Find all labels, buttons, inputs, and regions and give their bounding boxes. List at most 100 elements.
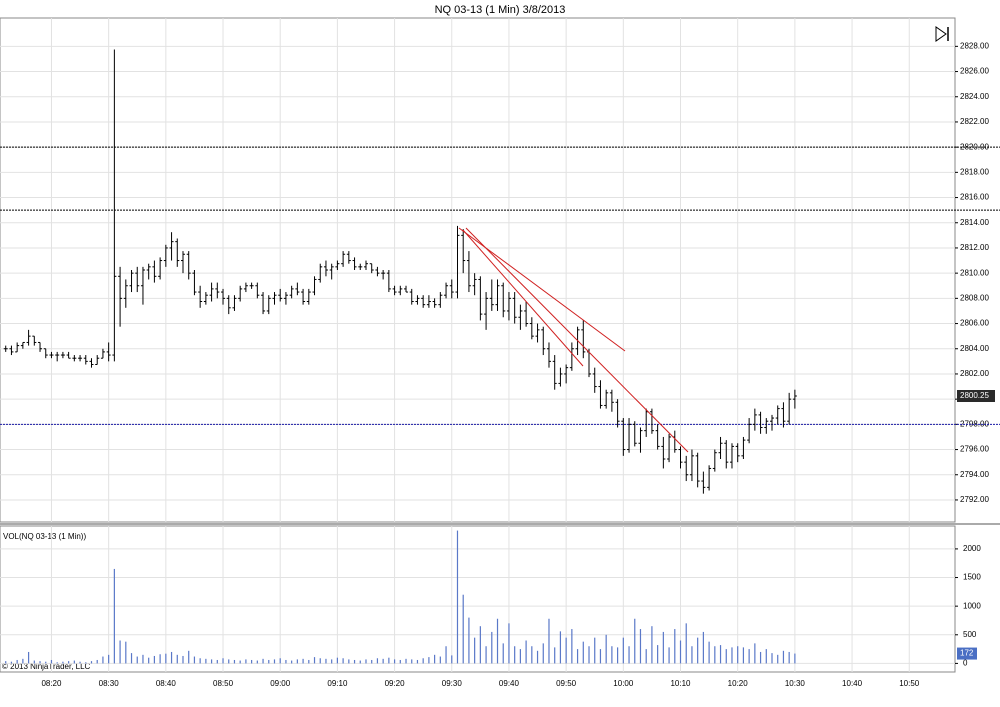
last-volume-label: 172: [960, 649, 974, 658]
volume-bar: [251, 659, 253, 664]
volume-bar: [256, 660, 258, 664]
last-price-label: 2800.25: [960, 391, 989, 400]
last-price-box: [957, 390, 995, 402]
volume-bar: [725, 649, 727, 664]
volume-bar: [645, 649, 647, 664]
volume-bar: [130, 653, 133, 664]
y-tick-label: 2804.00: [960, 344, 989, 353]
price-panel: [0, 17, 956, 523]
x-tick-label: 10:10: [670, 679, 691, 688]
volume-bar: [576, 649, 579, 664]
y-tick-label: 2818.00: [960, 167, 989, 176]
y-tick-label: 2792.00: [960, 495, 989, 504]
volume-bar: [10, 661, 13, 664]
volume-bar: [96, 659, 98, 664]
volume-bar: [674, 629, 676, 664]
y-tick-label: 2828.00: [960, 41, 989, 50]
volume-bar: [451, 655, 453, 664]
volume-bar: [628, 646, 630, 664]
volume-bar: [205, 658, 207, 664]
y-tick-label: 2806.00: [960, 319, 989, 328]
y-tick-label: 2812.00: [960, 243, 989, 252]
volume-bar: [108, 654, 110, 664]
x-tick-label: 09:20: [385, 679, 406, 688]
volume-bar: [359, 660, 361, 664]
volume-bar: [371, 659, 373, 664]
volume-bar: [485, 646, 487, 664]
y-tick-label: 2810.00: [960, 268, 989, 277]
volume-bar: [702, 631, 704, 664]
volume-bar: [496, 618, 499, 664]
volume-bar: [170, 651, 173, 664]
copyright: © 2013 NinjaTrader, LLC: [2, 662, 91, 671]
volume-bar: [45, 661, 47, 664]
volume-bar: [62, 661, 64, 664]
volume-bar: [342, 658, 344, 664]
volume-bar: [719, 645, 722, 664]
scroll-end-icon[interactable]: [935, 26, 949, 42]
volume-bar: [125, 641, 127, 664]
volume-bar: [754, 643, 756, 664]
volume-bar: [182, 655, 184, 664]
volume-bar: [731, 647, 733, 664]
volume-bar: [291, 660, 293, 664]
volume-bar: [210, 659, 213, 664]
volume-bar: [456, 530, 459, 664]
volume-bar: [136, 656, 138, 664]
volume-bar: [302, 658, 304, 664]
volume-bar: [216, 659, 218, 664]
volume-bar: [348, 659, 350, 664]
volume-bar: [536, 650, 539, 664]
volume-bar: [193, 656, 196, 664]
chart-title: NQ 03-13 (1 Min) 3/8/2013: [435, 4, 566, 16]
volume-bar: [228, 659, 230, 664]
y-tick-label: 2000: [963, 544, 981, 553]
x-tick-label: 09:00: [270, 679, 291, 688]
y-tick-label: 2824.00: [960, 92, 989, 101]
volume-bar: [365, 659, 367, 664]
volume-bar: [651, 626, 653, 664]
x-tick-label: 10:50: [899, 679, 920, 688]
volume-bar: [668, 647, 670, 664]
volume-bar: [233, 659, 236, 664]
volume-bar: [611, 646, 613, 664]
x-tick-label: 08:20: [41, 679, 62, 688]
y-tick-label: 2826.00: [960, 67, 989, 76]
volume-bar: [479, 626, 481, 664]
y-tick-label: 2796.00: [960, 445, 989, 454]
y-tick-label: 1000: [963, 601, 981, 610]
volume-bar: [468, 617, 470, 664]
icon-arrow: [935, 26, 947, 42]
volume-bar: [491, 631, 493, 664]
volume-bar: [33, 660, 35, 664]
volume-bar: [56, 662, 58, 664]
volume-bar: [565, 637, 567, 664]
volume-bar: [605, 634, 607, 664]
volume-bar: [119, 640, 121, 664]
x-tick-label: 08:30: [99, 679, 120, 688]
volume-bar: [771, 653, 773, 664]
volume-bar: [742, 647, 745, 664]
x-tick-label: 10:40: [842, 679, 863, 688]
volume-bar: [416, 659, 419, 664]
y-tick-label: 2794.00: [960, 470, 989, 479]
volume-bar: [445, 646, 447, 664]
volume-bar: [90, 661, 93, 664]
volume-bar: [588, 646, 590, 664]
volume-bar: [691, 646, 693, 664]
x-tick-label: 08:50: [213, 679, 234, 688]
volume-bar: [308, 659, 310, 664]
y-tick-label: 2798.00: [960, 419, 989, 428]
y-tick-label: 2808.00: [960, 293, 989, 302]
volume-bar: [382, 658, 384, 664]
trend-lines: [458, 227, 689, 453]
volume-bar: [188, 650, 190, 664]
volume-bar: [148, 657, 150, 664]
volume-bar: [662, 631, 664, 664]
volume-bar: [554, 647, 556, 664]
y-tick-label: 1500: [963, 573, 981, 582]
y-tick-label: 2802.00: [960, 369, 989, 378]
volume-bar: [405, 658, 407, 664]
volume-bar: [79, 661, 81, 664]
volume-bar: [639, 629, 642, 664]
